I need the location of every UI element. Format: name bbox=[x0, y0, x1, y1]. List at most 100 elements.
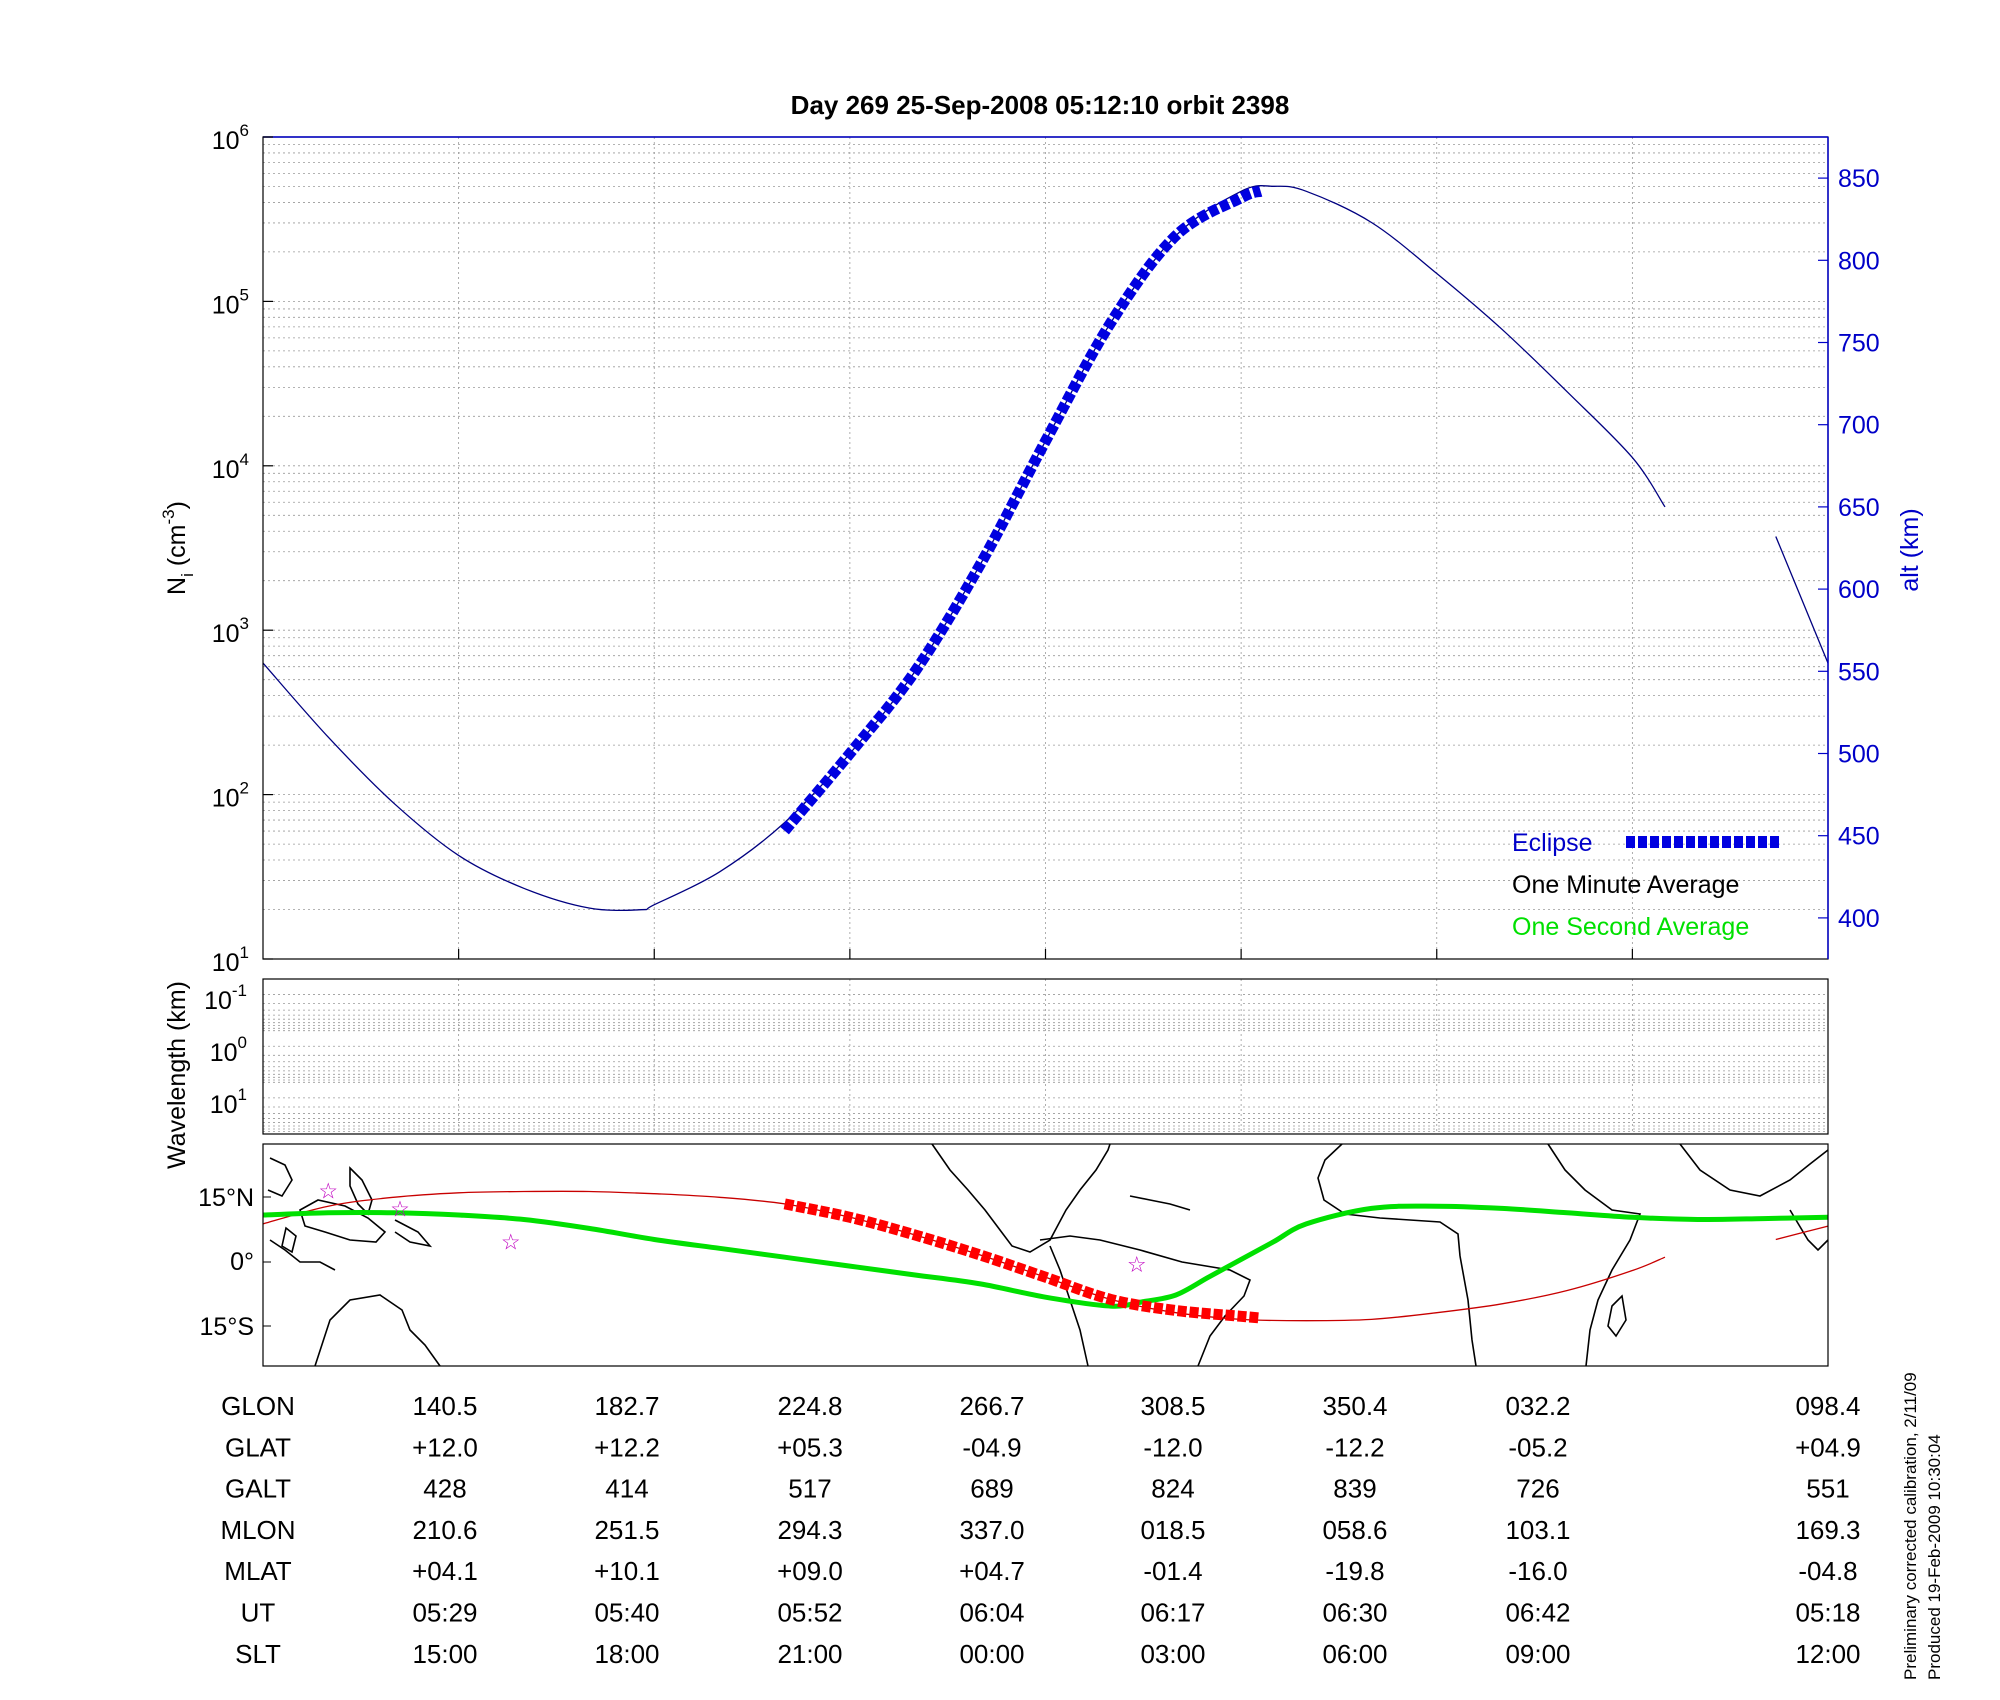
table-cell: 018.5 bbox=[1140, 1515, 1205, 1545]
ground-track-segment bbox=[1775, 1225, 1829, 1241]
altitude-y-label: alt (km) bbox=[1896, 508, 1924, 591]
wavelength-y-label: Wavelength (km) bbox=[163, 981, 191, 1169]
table-cell: 03:00 bbox=[1140, 1639, 1205, 1669]
table-cell: 18:00 bbox=[594, 1639, 659, 1669]
table-cell: 266.7 bbox=[959, 1391, 1024, 1421]
altitude-y-tick-label: 550 bbox=[1838, 658, 1880, 686]
table-cell: 350.4 bbox=[1322, 1391, 1387, 1421]
table-cell: 15:00 bbox=[412, 1639, 477, 1669]
eclipse-track-line bbox=[783, 1198, 1262, 1324]
coastline-north-america bbox=[931, 1143, 1111, 1253]
table-cell: -04.9 bbox=[962, 1432, 1021, 1462]
table-cell: 251.5 bbox=[594, 1515, 659, 1545]
density-y-ticks: 101 102 103 104 105 106 bbox=[212, 121, 273, 977]
coastline-indonesia-b bbox=[281, 1226, 297, 1254]
coastline-india bbox=[1789, 1209, 1829, 1252]
coastlines bbox=[267, 1143, 1829, 1367]
table-cell: -12.0 bbox=[1143, 1432, 1202, 1462]
altitude-line-segment bbox=[1775, 536, 1829, 664]
coastline-south-america bbox=[1039, 1235, 1252, 1367]
table-cell: +04.1 bbox=[412, 1556, 478, 1586]
table-cell: 12:00 bbox=[1795, 1639, 1860, 1669]
station-star-icon: ☆ bbox=[1127, 1253, 1147, 1278]
coastline-caribbean bbox=[1129, 1195, 1191, 1211]
coastline-africa-west bbox=[1317, 1143, 1461, 1257]
table-cell: +04.7 bbox=[959, 1556, 1025, 1586]
density-y-tick-label: 105 bbox=[212, 285, 249, 319]
density-plot-lines bbox=[262, 185, 1829, 912]
coastline-africa-south bbox=[1459, 1255, 1477, 1367]
wavelength-y-tick-label: 100 bbox=[210, 1033, 247, 1067]
legend: Eclipse One Minute Average One Second Av… bbox=[1512, 829, 1780, 941]
wavelength-y-ticks: 10-1 100 101 bbox=[204, 981, 247, 1119]
table-row-label: GALT bbox=[225, 1474, 291, 1504]
map-plot-frame bbox=[262, 1143, 1829, 1367]
table-cell: 824 bbox=[1151, 1474, 1194, 1504]
altitude-y-tick-label: 850 bbox=[1838, 165, 1880, 193]
table-cell: 551 bbox=[1806, 1474, 1849, 1504]
table-cell: +04.9 bbox=[1795, 1432, 1861, 1462]
table-cell: +12.2 bbox=[594, 1432, 660, 1462]
ground-track-line bbox=[262, 1190, 1666, 1322]
table-row-label: GLAT bbox=[225, 1432, 291, 1462]
orbit-table: GLON GLAT GALT MLON MLAT UT SLT 140.5 +12.0 428 21… bbox=[220, 1391, 1860, 1669]
table-cell: 05:29 bbox=[412, 1598, 477, 1628]
table-cell: 098.4 bbox=[1795, 1391, 1860, 1421]
altitude-y-tick-label: 700 bbox=[1838, 412, 1880, 440]
map-y-tick-15n: 15°N bbox=[198, 1184, 254, 1212]
density-y-tick-label: 101 bbox=[212, 943, 249, 977]
altitude-y-tick-label: 750 bbox=[1838, 330, 1880, 358]
wavelength-y-tick-label: 10-1 bbox=[204, 981, 247, 1015]
table-cell: 182.7 bbox=[594, 1391, 659, 1421]
density-y-tick-label: 103 bbox=[212, 614, 249, 648]
table-cell: +10.1 bbox=[594, 1556, 660, 1586]
table-cell: -04.8 bbox=[1798, 1556, 1857, 1586]
density-y-label: Ni (cm-3) bbox=[159, 501, 197, 595]
table-cell: 05:52 bbox=[777, 1598, 842, 1628]
density-y-tick-label: 102 bbox=[212, 779, 249, 813]
table-cell: -19.8 bbox=[1325, 1556, 1384, 1586]
table-cell: +05.3 bbox=[777, 1432, 843, 1462]
table-cell: 21:00 bbox=[777, 1639, 842, 1669]
wavelength-y-tick-label: 101 bbox=[210, 1085, 247, 1119]
station-star-icon: ☆ bbox=[318, 1180, 338, 1205]
table-cell: 308.5 bbox=[1140, 1391, 1205, 1421]
altitude-y-tick-label: 800 bbox=[1838, 247, 1880, 275]
coastline-indonesia-a bbox=[269, 1239, 336, 1271]
table-cell: -12.2 bbox=[1325, 1432, 1384, 1462]
table-cell: 169.3 bbox=[1795, 1515, 1860, 1545]
table-cell: 414 bbox=[605, 1474, 648, 1504]
footer-calibration: Preliminary corrected calibration, 2/11/… bbox=[1901, 1372, 1920, 1680]
wavelength-plot-frame bbox=[262, 978, 1829, 1135]
legend-eclipse-label: Eclipse bbox=[1512, 829, 1593, 857]
table-row-label: UT bbox=[241, 1598, 276, 1628]
table-cell: 00:00 bbox=[959, 1639, 1024, 1669]
coastline-madagascar bbox=[1607, 1294, 1627, 1338]
coastline-new-guinea-east bbox=[394, 1219, 433, 1248]
map-plot-area bbox=[263, 1144, 1828, 1366]
footer: Preliminary corrected calibration, 2/11/… bbox=[1901, 1372, 1944, 1680]
eclipse-line bbox=[780, 185, 1263, 835]
density-y-tick-label: 106 bbox=[212, 121, 249, 155]
table-cell: 058.6 bbox=[1322, 1515, 1387, 1545]
map-y-tick-15s: 15°S bbox=[200, 1313, 254, 1341]
map-y-ticks: 15°N 0° 15°S bbox=[198, 1184, 271, 1341]
table-cell: 517 bbox=[788, 1474, 831, 1504]
map-lines: ☆ ☆ ☆ ☆ bbox=[262, 1180, 1829, 1324]
footer-produced: Produced 19-Feb-2009 10:30:04 bbox=[1925, 1434, 1944, 1680]
table-cell: 032.2 bbox=[1505, 1391, 1570, 1421]
density-grid bbox=[263, 137, 1828, 960]
table-cell: -16.0 bbox=[1508, 1556, 1567, 1586]
coastline-borneo bbox=[267, 1157, 293, 1198]
altitude-y-ticks: 400 450 500 550 600 650 700 750 800 850 bbox=[1818, 165, 1880, 933]
table-cell: 09:00 bbox=[1505, 1639, 1570, 1669]
wavelength-grid bbox=[263, 978, 1828, 1134]
wavelength-panel: 10-1 100 101 Wavelength (km) bbox=[163, 978, 1829, 1169]
coastline-arabia bbox=[1679, 1143, 1829, 1197]
table-cell: -01.4 bbox=[1143, 1556, 1202, 1586]
table-cell: 839 bbox=[1333, 1474, 1376, 1504]
table-cell: 06:04 bbox=[959, 1598, 1024, 1628]
table-cell: 428 bbox=[423, 1474, 466, 1504]
density-y-tick-label: 104 bbox=[212, 450, 249, 484]
